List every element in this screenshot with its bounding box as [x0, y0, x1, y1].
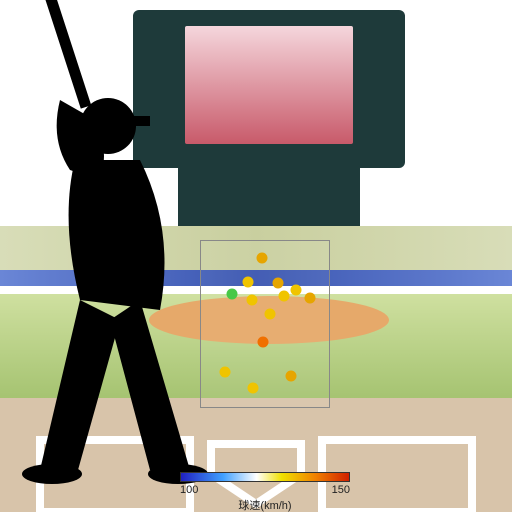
- pitch-dot: [227, 289, 238, 300]
- strike-zone-box: [200, 240, 330, 408]
- pitch-dot: [273, 278, 284, 289]
- pitch-dot: [265, 309, 276, 320]
- color-legend: 100 150 球速(km/h): [180, 472, 350, 513]
- pitch-dot: [247, 295, 258, 306]
- legend-title: 球速(km/h): [180, 497, 350, 513]
- pitch-dot: [220, 367, 231, 378]
- pitch-dot: [258, 337, 269, 348]
- pitch-dot: [243, 277, 254, 288]
- pitch-dot: [305, 293, 316, 304]
- legend-gradient-bar: [180, 472, 350, 482]
- legend-tick-min: 100: [180, 484, 198, 496]
- legend-tick-max: 150: [332, 484, 350, 496]
- pitch-dot: [279, 291, 290, 302]
- pitch-dot: [291, 285, 302, 296]
- pitch-dot: [286, 371, 297, 382]
- legend-ticks: 100 150: [180, 484, 350, 496]
- pitch-dot: [248, 383, 259, 394]
- pitch-location-chart: 100 150 球速(km/h): [0, 0, 512, 512]
- pitch-dot: [257, 253, 268, 264]
- scoreboard-screen: [185, 26, 353, 144]
